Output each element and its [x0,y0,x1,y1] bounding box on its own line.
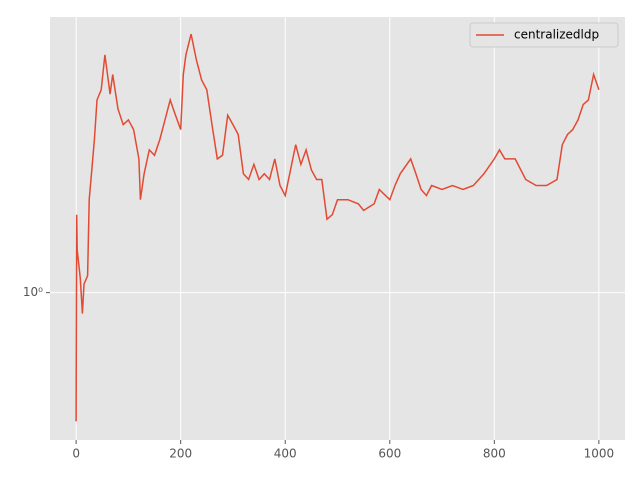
plot-area [50,17,625,440]
x-tick-label: 600 [378,447,401,461]
x-tick-label: 0 [72,447,80,461]
x-tick-label: 800 [483,447,506,461]
y-tick-label: 10⁰ [23,285,43,299]
x-tick-label: 1000 [584,447,615,461]
legend-label: centralizedldp [514,28,599,42]
legend-box [469,22,619,48]
x-tick-label: 200 [169,447,192,461]
data-line [75,33,600,422]
legend: centralizedldp [469,22,619,48]
x-tick-label: 400 [274,447,297,461]
